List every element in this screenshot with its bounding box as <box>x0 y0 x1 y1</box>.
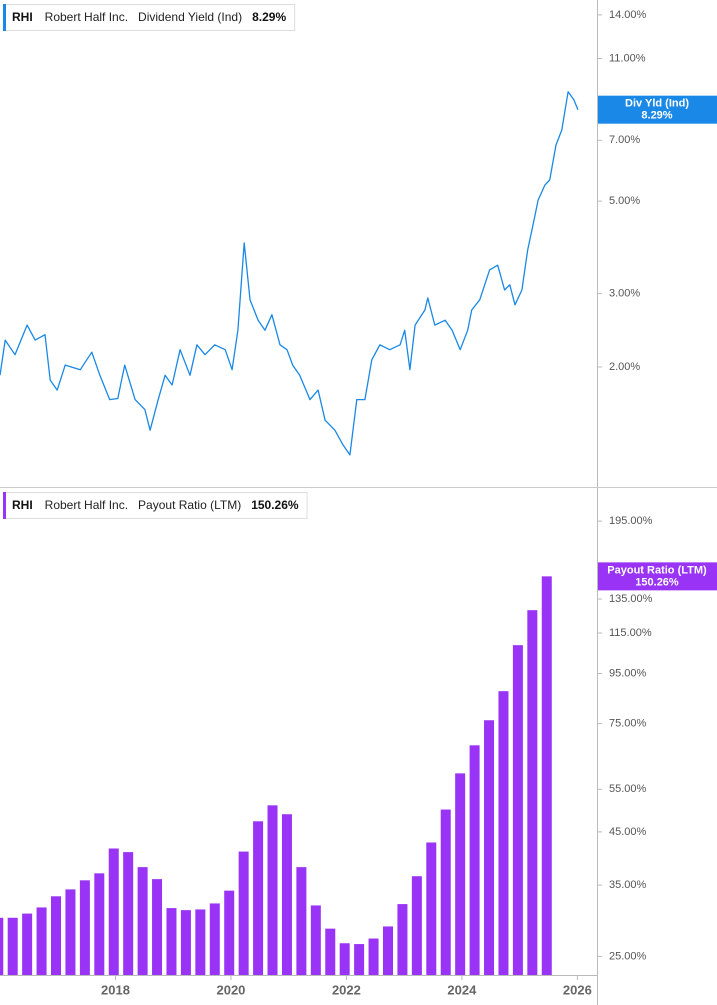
bar <box>94 873 105 975</box>
legend-value: 8.29% <box>252 10 286 24</box>
bar <box>79 880 90 975</box>
bar <box>267 805 278 975</box>
bar <box>180 910 191 975</box>
badge-name: Payout Ratio (LTM) <box>607 564 707 576</box>
legend-ticker: RHI <box>12 498 33 512</box>
bar <box>238 851 249 975</box>
y-tick-label: 3.00% <box>609 287 640 299</box>
y-tick-label: 14.00% <box>609 9 647 21</box>
y-tick-label: 135.00% <box>609 593 653 605</box>
badge-name: Div Yld (Ind) <box>625 98 689 110</box>
bar <box>281 814 292 975</box>
y-tick-label: 55.00% <box>609 783 647 795</box>
bar <box>22 913 33 975</box>
y-tick-label: 95.00% <box>609 667 647 679</box>
bar <box>527 610 538 975</box>
legend: RHI Robert Half Inc. Payout Ratio (LTM) 150… <box>3 492 308 519</box>
bar <box>310 905 321 975</box>
legend-value: 150.26% <box>251 498 299 512</box>
bar <box>65 889 76 975</box>
bar <box>339 943 350 975</box>
x-tick-label: 2018 <box>101 982 130 997</box>
bar <box>498 691 509 975</box>
bar <box>0 917 4 975</box>
legend-series: Dividend Yield (Ind) <box>138 10 242 24</box>
legend-swatch <box>3 4 6 31</box>
bar <box>209 903 220 975</box>
bar <box>354 944 365 975</box>
badge-value: 8.29% <box>641 110 672 122</box>
legend-series: Payout Ratio (LTM) <box>138 498 241 512</box>
y-tick-label: 7.00% <box>609 134 640 146</box>
bar <box>166 908 177 975</box>
bar <box>108 848 119 975</box>
bar <box>397 904 408 975</box>
bar <box>36 907 47 975</box>
badge-value: 150.26% <box>635 576 679 588</box>
y-tick-label: 115.00% <box>609 627 652 639</box>
y-tick-label: 195.00% <box>609 515 653 527</box>
bar <box>382 926 393 975</box>
legend: RHI Robert Half Inc. Dividend Yield (Ind) 8… <box>3 4 296 31</box>
bar <box>152 879 163 975</box>
x-tick-label: 2024 <box>447 982 477 997</box>
y-tick-label: 75.00% <box>609 718 647 730</box>
bar <box>455 773 466 975</box>
x-tick-label: 2022 <box>332 982 361 997</box>
bar <box>224 890 235 975</box>
bar <box>512 645 523 975</box>
bar <box>7 917 18 975</box>
bar <box>195 909 206 975</box>
value-badge <box>598 562 717 591</box>
y-tick-label: 25.00% <box>609 950 647 962</box>
legend-box <box>3 4 296 31</box>
y-tick-label: 11.00% <box>609 52 646 64</box>
bar <box>51 896 62 975</box>
legend-company: Robert Half Inc. <box>45 10 128 24</box>
bar <box>469 745 480 975</box>
bar <box>484 720 495 975</box>
y-tick-label: 35.00% <box>609 879 647 891</box>
bar <box>123 852 134 975</box>
bar <box>325 928 336 975</box>
bar <box>426 842 437 975</box>
y-tick-label: 5.00% <box>609 195 640 207</box>
legend-swatch <box>3 492 6 519</box>
legend-company: Robert Half Inc. <box>45 498 128 512</box>
bar <box>440 809 451 975</box>
legend-box <box>3 492 308 519</box>
x-tick-label: 2026 <box>563 982 592 997</box>
y-tick-label: 2.00% <box>609 361 640 373</box>
y-tick-label: 45.00% <box>609 826 647 838</box>
x-tick-label: 2020 <box>216 982 245 997</box>
bar <box>137 867 148 975</box>
value-badge <box>598 95 717 124</box>
legend-ticker: RHI <box>12 10 33 24</box>
bar <box>541 576 552 975</box>
bar <box>296 867 307 975</box>
bar <box>368 938 379 975</box>
bar <box>253 821 264 975</box>
line <box>0 91 579 456</box>
bar <box>411 876 422 975</box>
